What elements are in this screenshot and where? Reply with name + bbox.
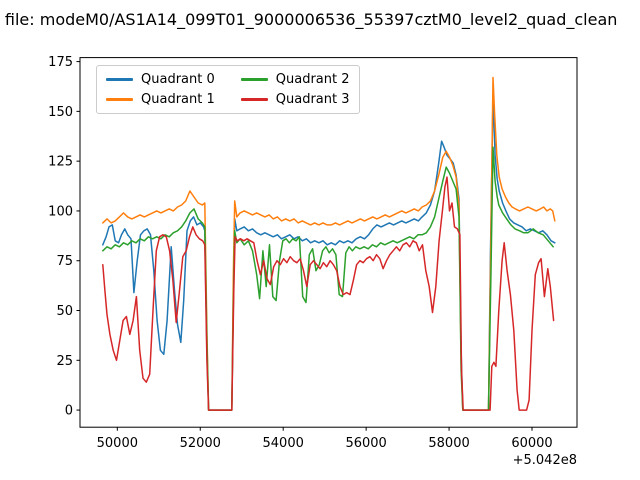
y-axis-tick-label: 0	[65, 404, 73, 419]
x-axis-tick-label: 58000	[428, 436, 469, 451]
series-line-quadrant-2	[102, 146, 554, 411]
x-axis-tick-label: 54000	[263, 436, 304, 451]
legend-label: Quadrant 2	[275, 72, 350, 87]
y-axis-tick-label: 25	[56, 354, 73, 369]
y-axis-tick-label: 150	[48, 105, 73, 120]
legend: Quadrant 0 Quadrant 2 Quadrant 1 Quadran…	[96, 65, 360, 114]
legend-line-sample	[240, 98, 268, 101]
x-axis-tick-label: 60000	[511, 436, 552, 451]
legend-line-sample	[240, 78, 268, 81]
legend-entry-quadrant-3: Quadrant 3	[240, 91, 350, 108]
legend-label: Quadrant 3	[275, 92, 350, 107]
y-axis-tick-label: 75	[56, 254, 73, 269]
x-axis-tick-label: 50000	[97, 436, 138, 451]
legend-label: Quadrant 1	[141, 92, 215, 107]
series-line-quadrant-3	[102, 176, 555, 411]
y-axis-tick-label: 125	[48, 155, 73, 170]
legend-entry-quadrant-2: Quadrant 2	[240, 71, 350, 88]
x-axis-offset-label: +5.042e8	[512, 453, 577, 468]
legend-entry-quadrant-0: Quadrant 0	[106, 71, 215, 88]
x-axis-tick-label: 52000	[180, 436, 221, 451]
series-line-quadrant-1	[102, 76, 556, 411]
y-axis-tick-label: 50	[56, 304, 73, 319]
y-axis-tick-label: 175	[48, 55, 73, 70]
chart-title: a file: modeM0/AS1A14_099T01_9000006536_…	[0, 10, 618, 29]
y-axis-tick-label: 100	[48, 204, 73, 219]
x-axis-tick-label: 56000	[345, 436, 386, 451]
axes-frame	[79, 57, 578, 428]
legend-entry-quadrant-1: Quadrant 1	[106, 91, 215, 108]
legend-label: Quadrant 0	[141, 72, 215, 87]
legend-line-sample	[106, 98, 133, 101]
legend-line-sample	[106, 78, 133, 81]
